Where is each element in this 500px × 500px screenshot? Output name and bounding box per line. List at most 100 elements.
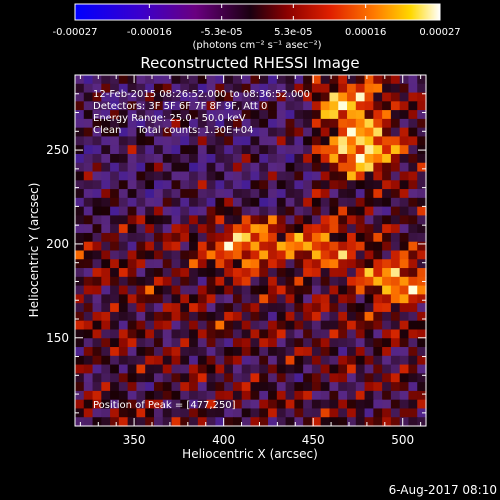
- heatmap-cell: [197, 110, 208, 120]
- colorbar-tick-label: -0.00027: [53, 27, 98, 38]
- heatmap-cell: [189, 390, 199, 401]
- heatmap-cell: [162, 145, 173, 155]
- heatmap-cell: [171, 320, 181, 331]
- heatmap-cell: [110, 382, 120, 392]
- heatmap-cell: [250, 241, 260, 252]
- heatmap-cell: [206, 206, 217, 217]
- heatmap-cell: [373, 189, 383, 199]
- heatmap-cell: [408, 338, 418, 348]
- heatmap-cell: [408, 276, 418, 287]
- heatmap-cell: [75, 189, 85, 199]
- heatmap-cell: [276, 241, 287, 252]
- heatmap-cell: [382, 83, 392, 94]
- heatmap-cell: [320, 347, 331, 357]
- heatmap-cell: [197, 408, 208, 418]
- heatmap-cell: [110, 145, 120, 155]
- heatmap-cell: [382, 127, 392, 138]
- heatmap-cell: [338, 303, 348, 313]
- heatmap-cell: [417, 180, 427, 190]
- heatmap-cell: [162, 101, 173, 111]
- heatmap-cell: [355, 127, 366, 138]
- heatmap-cell: [206, 171, 217, 181]
- heatmap-cell: [101, 373, 111, 383]
- heatmap-cell: [232, 83, 243, 94]
- heatmap-cell: [364, 311, 374, 322]
- heatmap-cell: [373, 75, 383, 85]
- heatmap-cell: [206, 241, 217, 252]
- heatmap-cell: [75, 382, 85, 392]
- heatmap-cell: [101, 329, 111, 339]
- heatmap-cell: [382, 206, 392, 217]
- heatmap-cell: [153, 250, 164, 260]
- heatmap-cell: [320, 189, 331, 199]
- heatmap-cell: [250, 329, 260, 339]
- heatmap-cell: [171, 171, 181, 181]
- heatmap-cell: [268, 92, 278, 102]
- heatmap-cell: [311, 232, 322, 243]
- heatmap-cell: [276, 83, 287, 94]
- heatmap-cell: [206, 347, 217, 357]
- colorbar: -0.00027 -0.00016 -5.3e-05 5.3e-05 0.00016 0.…: [53, 3, 461, 51]
- heatmap-cell: [110, 180, 120, 190]
- heatmap-cell: [259, 180, 269, 190]
- heatmap-cell: [136, 373, 146, 383]
- heatmap-cell: [162, 294, 173, 304]
- heatmap-cell: [347, 382, 357, 392]
- heatmap-cell: [268, 145, 278, 155]
- heatmap-cell: [110, 171, 120, 181]
- heatmap-cell: [417, 329, 427, 339]
- heatmap-cell: [189, 285, 199, 295]
- heatmap-cell: [189, 171, 199, 181]
- heatmap-cell: [259, 347, 269, 357]
- heatmap-cell: [364, 259, 374, 269]
- heatmap-cell: [206, 364, 217, 374]
- heatmap-cell: [241, 75, 252, 85]
- heatmap-cell: [259, 145, 269, 155]
- heatmap-cell: [145, 197, 155, 208]
- heatmap-cell: [75, 101, 85, 111]
- heatmap-cell: [153, 303, 164, 313]
- heatmap-cell: [153, 118, 164, 129]
- heatmap-cell: [364, 171, 374, 181]
- heatmap-cell: [250, 83, 260, 94]
- heatmap-cell: [224, 382, 234, 392]
- heatmap-cell: [399, 294, 410, 304]
- heatmap-cell: [145, 232, 155, 243]
- heatmap-cell: [83, 285, 94, 295]
- heatmap-cell: [224, 83, 234, 94]
- heatmap-cell: [268, 215, 278, 225]
- heatmap-cell: [347, 83, 357, 94]
- heatmap-cell: [127, 180, 138, 190]
- heatmap-cell: [127, 145, 138, 155]
- heatmap-cell: [338, 189, 348, 199]
- heatmap-cell: [118, 101, 129, 111]
- heatmap-cell: [206, 145, 217, 155]
- heatmap-cell: [110, 83, 120, 94]
- heatmap-cell: [153, 373, 164, 383]
- heatmap-cell: [83, 355, 94, 366]
- heatmap-cell: [311, 390, 322, 401]
- heatmap-cell: [250, 118, 260, 129]
- heatmap-cell: [373, 303, 383, 313]
- heatmap-cell: [259, 373, 269, 383]
- heatmap-cell: [276, 189, 287, 199]
- heatmap-cell: [224, 390, 234, 401]
- heatmap-cell: [180, 127, 190, 138]
- heatmap-cell: [329, 355, 339, 366]
- heatmap-cell: [162, 373, 173, 383]
- heatmap-cell: [417, 311, 427, 322]
- heatmap-cell: [92, 408, 102, 418]
- heatmap-cell: [189, 92, 199, 102]
- heatmap-cell: [241, 118, 252, 129]
- heatmap-cell: [145, 311, 155, 322]
- heatmap-cell: [75, 180, 85, 190]
- heatmap-cell: [215, 373, 225, 383]
- heatmap-cell: [382, 224, 392, 234]
- heatmap-cell: [224, 241, 234, 252]
- heatmap-cell: [136, 355, 146, 366]
- heatmap-cell: [408, 101, 418, 111]
- heatmap-cell: [127, 162, 138, 173]
- heatmap-cell: [197, 276, 208, 287]
- heatmap-cell: [311, 136, 322, 146]
- heatmap-cell: [382, 118, 392, 129]
